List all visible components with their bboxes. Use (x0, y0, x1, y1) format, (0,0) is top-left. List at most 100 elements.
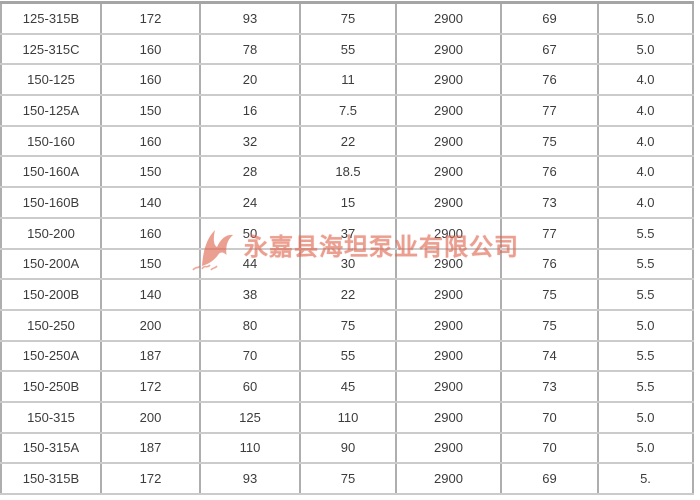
table-cell: 150-160A (0, 155, 102, 189)
table-row: 150-315A 187 110 90 2900 70 5.0 (0, 431, 694, 465)
table-cell: 44 (199, 247, 301, 281)
table-cell: 172 (100, 370, 201, 403)
table-cell: 2900 (395, 278, 502, 311)
table-cell: 90 (299, 431, 397, 465)
table-cell: 5.5 (597, 370, 694, 403)
table-cell: 2900 (395, 400, 502, 434)
table-cell: 37 (299, 216, 397, 250)
table-cell: 70 (500, 431, 599, 465)
table-cell: 32 (199, 124, 301, 158)
table-cell: 5.0 (597, 431, 694, 465)
table-cell: 2900 (395, 339, 502, 373)
table-row: 150-250B 172 60 45 2900 73 5.5 (0, 370, 694, 403)
table-cell: 5.0 (597, 32, 694, 66)
table-cell: 2900 (395, 431, 502, 465)
table-cell: 75 (299, 308, 397, 342)
table-cell: 150 (100, 247, 201, 281)
table-cell: 150-125 (0, 63, 102, 97)
table-cell: 150-200B (0, 278, 102, 311)
table-cell: 70 (500, 400, 599, 434)
table-cell: 75 (500, 308, 599, 342)
table-cell: 150-315B (0, 462, 102, 495)
table-cell: 76 (500, 63, 599, 97)
table-cell: 16 (199, 94, 301, 127)
table-cell: 150 (100, 155, 201, 189)
table-cell: 150-125A (0, 94, 102, 127)
table-cell: 2900 (395, 1, 502, 35)
table-row: 150-125A 150 16 7.5 2900 77 4.0 (0, 94, 694, 127)
table-cell: 172 (100, 1, 201, 35)
table-cell: 2900 (395, 216, 502, 250)
table-cell: 5.5 (597, 216, 694, 250)
table-cell: 7.5 (299, 94, 397, 127)
table-cell: 73 (500, 370, 599, 403)
table-cell: 20 (199, 63, 301, 97)
table-cell: 93 (199, 462, 301, 495)
table-cell: 76 (500, 155, 599, 189)
table-cell: 125-315C (0, 32, 102, 66)
table-cell: 2900 (395, 186, 502, 219)
table-cell: 160 (100, 32, 201, 66)
table-cell: 150-160 (0, 124, 102, 158)
table-cell: 55 (299, 339, 397, 373)
table-cell: 18.5 (299, 155, 397, 189)
table-row: 150-160 160 32 22 2900 75 4.0 (0, 124, 694, 158)
table-cell: 74 (500, 339, 599, 373)
table-cell: 69 (500, 1, 599, 35)
table-row: 125-315B 172 93 75 2900 69 5.0 (0, 1, 694, 35)
table-cell: 5.0 (597, 400, 694, 434)
table-cell: 45 (299, 370, 397, 403)
table-cell: 172 (100, 462, 201, 495)
table-cell: 50 (199, 216, 301, 250)
pump-spec-table: 125-315B 172 93 75 2900 69 5.0 125-315C 160 78 55 2… (0, 1, 694, 495)
table-row: 150-160A 150 28 18.5 2900 76 4.0 (0, 155, 694, 189)
table-cell: 76 (500, 247, 599, 281)
table-cell: 4.0 (597, 186, 694, 219)
table-cell: 2900 (395, 94, 502, 127)
table-row: 125-315C 160 78 55 2900 67 5.0 (0, 32, 694, 66)
table-cell: 22 (299, 278, 397, 311)
table-cell: 150-160B (0, 186, 102, 219)
table-cell: 69 (500, 462, 599, 495)
table-cell: 200 (100, 400, 201, 434)
table-cell: 4.0 (597, 94, 694, 127)
table-cell: 24 (199, 186, 301, 219)
table-cell: 125 (199, 400, 301, 434)
table-cell: 22 (299, 124, 397, 158)
table-cell: 150-315A (0, 431, 102, 465)
table-cell: 93 (199, 1, 301, 35)
spec-table-body: 125-315B 172 93 75 2900 69 5.0 125-315C 160 78 55 2… (0, 1, 694, 495)
table-cell: 150-200 (0, 216, 102, 250)
table-cell: 150-250A (0, 339, 102, 373)
table-cell: 11 (299, 63, 397, 97)
table-cell: 2900 (395, 63, 502, 97)
table-cell: 2900 (395, 155, 502, 189)
table-cell: 2900 (395, 124, 502, 158)
table-cell: 5.5 (597, 247, 694, 281)
table-cell: 160 (100, 63, 201, 97)
table-cell: 15 (299, 186, 397, 219)
table-row: 150-250 200 80 75 2900 75 5.0 (0, 308, 694, 342)
table-cell: 140 (100, 186, 201, 219)
table-cell: 75 (299, 1, 397, 35)
table-cell: 80 (199, 308, 301, 342)
table-cell: 4.0 (597, 155, 694, 189)
table-cell: 187 (100, 431, 201, 465)
table-cell: 30 (299, 247, 397, 281)
table-cell: 70 (199, 339, 301, 373)
table-cell: 150 (100, 94, 201, 127)
table-cell: 4.0 (597, 63, 694, 97)
table-cell: 125-315B (0, 1, 102, 35)
table-row: 150-160B 140 24 15 2900 73 4.0 (0, 186, 694, 219)
table-row: 150-315B 172 93 75 2900 69 5. (0, 462, 694, 495)
table-cell: 78 (199, 32, 301, 66)
table-row: 150-315 200 125 110 2900 70 5.0 (0, 400, 694, 434)
table-cell: 75 (299, 462, 397, 495)
table-cell: 55 (299, 32, 397, 66)
table-cell: 38 (199, 278, 301, 311)
table-cell: 4.0 (597, 124, 694, 158)
table-cell: 110 (299, 400, 397, 434)
table-cell: 75 (500, 278, 599, 311)
table-cell: 150-200A (0, 247, 102, 281)
